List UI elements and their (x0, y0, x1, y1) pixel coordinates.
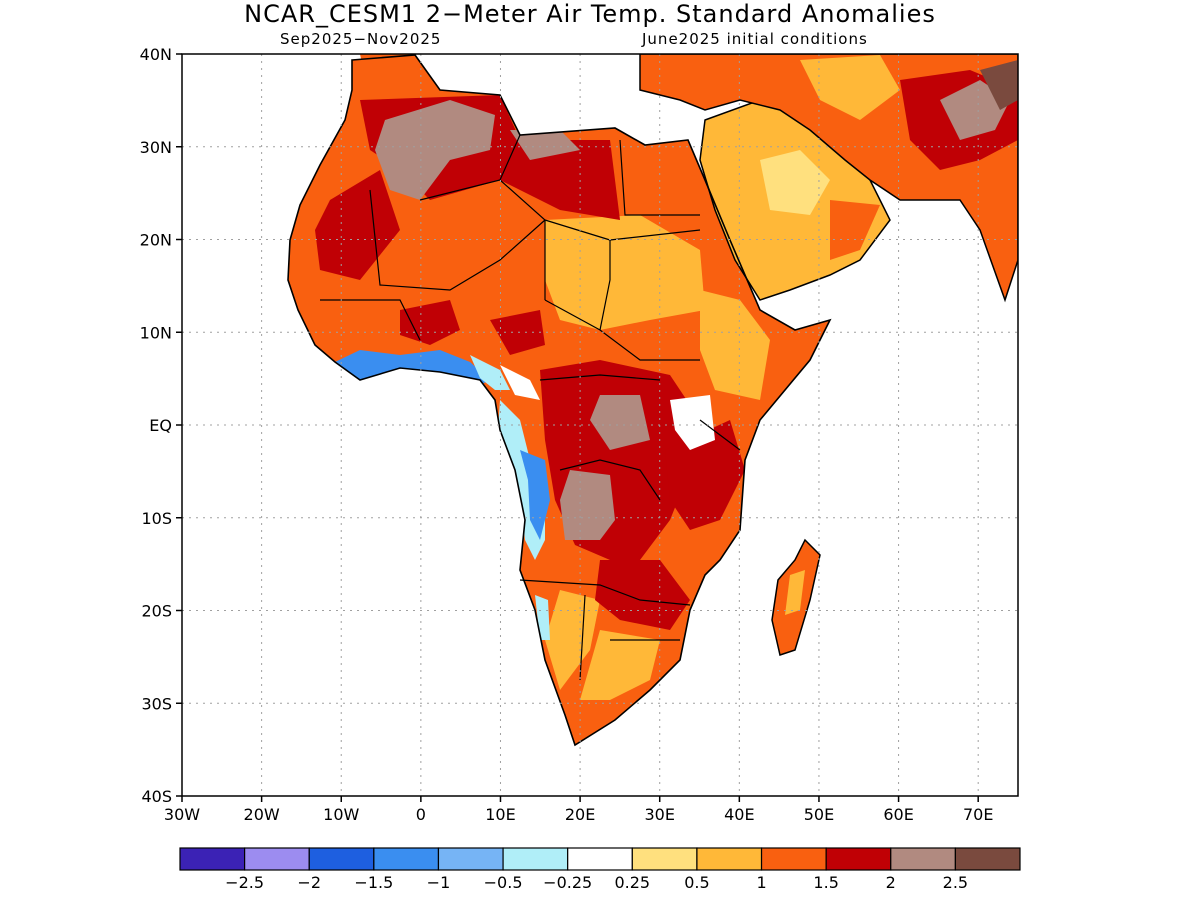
legend-label: −0.25 (543, 873, 592, 892)
lon-tick-label: 30E (644, 805, 674, 824)
legend-swatch (308, 847, 375, 871)
season-subtitle: Sep2025−Nov2025 (280, 30, 442, 48)
legend-swatch (954, 847, 1021, 871)
legend-swatch (890, 847, 956, 871)
lat-tick-label: 10N (140, 323, 172, 342)
legend-label: 2 (886, 873, 896, 892)
lon-tick-label: 30W (164, 805, 200, 824)
africa-outline (287, 54, 832, 747)
color-legend: −2.5 −2 −1.5 −1 −0.5 −0.25 0.25 0.5 1 1.5 2 2.5 (179, 847, 1021, 892)
lon-tick-label: 20W (244, 805, 280, 824)
legend-label: 2.5 (943, 873, 968, 892)
legend-label: −0.5 (484, 873, 523, 892)
legend-label: −2 (297, 873, 321, 892)
lon-tick-label: 50E (804, 805, 834, 824)
lat-tick-label: 40S (141, 787, 172, 806)
legend-swatch (502, 847, 569, 871)
legend-swatch (825, 847, 892, 871)
legend-label: −1 (427, 873, 451, 892)
lat-tick-label: 30S (141, 694, 172, 713)
lat-tick-label: EQ (149, 416, 172, 435)
legend-swatch (760, 847, 827, 871)
map-title: NCAR_CESM1 2−Meter Air Temp. Standard An… (244, 0, 936, 28)
legend-label: 0.5 (684, 873, 709, 892)
lat-tick-label: 10S (141, 509, 172, 528)
legend-swatch (179, 847, 246, 871)
lon-tick-label: 20E (565, 805, 595, 824)
graticule (182, 54, 1018, 796)
legend-swatch (631, 847, 698, 871)
lon-tick-label: 60E (883, 805, 913, 824)
lon-tick-label: 10W (323, 805, 359, 824)
lat-tick-label: 20S (141, 602, 172, 621)
legend-swatch (567, 847, 633, 871)
legend-swatch (437, 847, 504, 871)
legend-swatch (244, 847, 310, 871)
initial-conditions-subtitle: June2025 initial conditions (642, 30, 868, 48)
lon-tick-label: 10E (485, 805, 515, 824)
legend-swatch (696, 847, 763, 871)
lat-tick-label: 40N (140, 45, 172, 64)
legend-label: 1.5 (813, 873, 838, 892)
latitude-axis: 40N 30N 20N 10N EQ 10S 20S 30S 40S (140, 45, 182, 806)
legend-label: 1 (756, 873, 766, 892)
legend-swatch (373, 847, 440, 871)
longitude-axis: 30W 20W 10W 0 10E 20E 30E 40E 50E 60E 70E (164, 796, 993, 824)
lat-tick-label: 30N (140, 138, 172, 157)
lon-tick-label: 40E (724, 805, 754, 824)
lon-tick-label: 70E (963, 805, 993, 824)
legend-label: 0.25 (614, 873, 650, 892)
legend-label: −1.5 (354, 873, 393, 892)
lat-tick-label: 20N (140, 231, 172, 250)
legend-label: −2.5 (225, 873, 264, 892)
lon-tick-label: 0 (416, 805, 426, 824)
